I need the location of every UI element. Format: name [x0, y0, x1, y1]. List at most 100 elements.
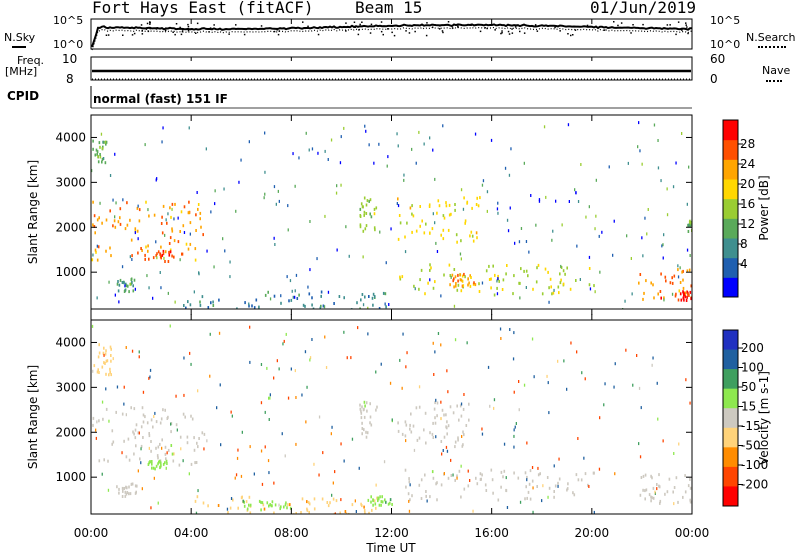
heatmap-cell — [564, 272, 566, 276]
heatmap-cell — [461, 274, 464, 278]
heatmap-cell — [364, 124, 366, 128]
heatmap-cell — [231, 414, 233, 418]
heatmap-cell — [557, 285, 560, 289]
heatmap-cell — [360, 416, 363, 420]
freq-unit: [MHz] — [5, 65, 38, 78]
heatmap-cell — [240, 474, 243, 478]
heatmap-cell — [384, 498, 386, 502]
xtick-label: 00:00 — [74, 526, 109, 540]
heatmap-cell — [513, 331, 515, 335]
heatmap-cell — [437, 199, 440, 203]
heatmap-cell — [309, 356, 312, 360]
heatmap-cell — [363, 213, 365, 217]
heatmap-cell — [131, 254, 133, 258]
heatmap-cell — [96, 218, 99, 222]
heatmap-cell — [144, 143, 146, 147]
heatmap-cell — [138, 219, 141, 223]
heatmap-cell — [140, 461, 142, 465]
heatmap-cell — [368, 143, 370, 147]
heatmap-cell — [436, 401, 439, 405]
colorbar-swatch — [723, 349, 738, 370]
heatmap-cell — [459, 252, 462, 256]
count-point — [514, 26, 517, 28]
heatmap-cell — [552, 291, 555, 295]
heatmap-cell — [109, 345, 112, 349]
heatmap-cell — [677, 264, 679, 268]
heatmap-cell — [505, 272, 507, 276]
heatmap-cell — [282, 342, 284, 346]
heatmap-cell — [440, 400, 442, 404]
heatmap-cell — [92, 200, 94, 204]
heatmap-cell — [125, 413, 127, 417]
heatmap-cell — [484, 483, 487, 487]
heatmap-cell — [428, 205, 431, 208]
heatmap-cell — [513, 471, 515, 475]
heatmap-cell — [641, 162, 643, 166]
heatmap-cell — [450, 212, 452, 216]
heatmap-cell — [355, 510, 357, 513]
heatmap-cell — [608, 165, 610, 169]
heatmap-cell — [660, 296, 662, 300]
heatmap-cell — [91, 324, 94, 328]
count-point — [370, 23, 373, 26]
heatmap-cell — [189, 221, 192, 225]
heatmap-cell — [453, 285, 455, 289]
count-point — [149, 21, 151, 23]
heatmap-cell — [240, 496, 243, 500]
heatmap-cell — [287, 204, 289, 208]
heatmap-cell — [645, 488, 648, 492]
heatmap-cell — [631, 292, 633, 296]
heatmap-cell — [128, 485, 130, 489]
heatmap-cell — [428, 203, 431, 207]
heatmap-cell — [270, 504, 273, 508]
heatmap-cell — [134, 227, 137, 231]
heatmap-cell — [344, 510, 347, 513]
heatmap-cell — [584, 472, 587, 476]
heatmap-cell — [307, 500, 310, 504]
heatmap-cell — [148, 376, 150, 380]
heatmap-cell — [320, 294, 322, 298]
heatmap-cell — [613, 385, 615, 389]
heatmap-cell — [168, 250, 170, 254]
heatmap-cell — [131, 349, 134, 353]
heatmap-cell — [171, 229, 174, 233]
heatmap-cell — [497, 274, 499, 278]
heatmap-cell — [305, 131, 307, 135]
heatmap-cell — [97, 155, 99, 159]
count-point — [484, 27, 486, 29]
count-point — [442, 31, 444, 34]
heatmap-cell — [454, 445, 456, 449]
heatmap-cell — [469, 274, 471, 278]
heatmap-cell — [149, 460, 151, 464]
heatmap-cell — [156, 454, 159, 458]
heatmap-cell — [289, 506, 292, 510]
heatmap-cell — [447, 390, 449, 394]
heatmap-cell — [360, 411, 363, 415]
heatmap-cell — [327, 504, 330, 508]
heatmap-cell — [176, 428, 178, 432]
heatmap-cell — [537, 466, 539, 470]
heatmap-cell — [162, 126, 164, 130]
heatmap-cell — [174, 300, 176, 304]
count-point — [572, 34, 574, 36]
heatmap-cell — [113, 219, 116, 223]
heatmap-cell — [122, 198, 124, 202]
heatmap-cell — [653, 296, 655, 300]
heatmap-cell — [156, 177, 158, 181]
heatmap-cell — [464, 221, 466, 225]
heatmap-cell — [268, 418, 270, 421]
heatmap-cell — [160, 417, 163, 421]
heatmap-cell — [453, 268, 456, 271]
heatmap-cell — [253, 472, 255, 476]
heatmap-cell — [169, 324, 171, 328]
heatmap-cell — [144, 415, 146, 419]
heatmap-cell — [267, 290, 269, 294]
heatmap-cell — [519, 500, 522, 504]
heatmap-cell — [173, 217, 175, 221]
heatmap-cell — [653, 123, 656, 127]
heatmap-cell — [408, 499, 410, 503]
heatmap-cell — [302, 303, 305, 307]
heatmap-cell — [224, 249, 226, 253]
heatmap-cell — [433, 373, 435, 376]
colorbar-swatch — [723, 447, 738, 468]
